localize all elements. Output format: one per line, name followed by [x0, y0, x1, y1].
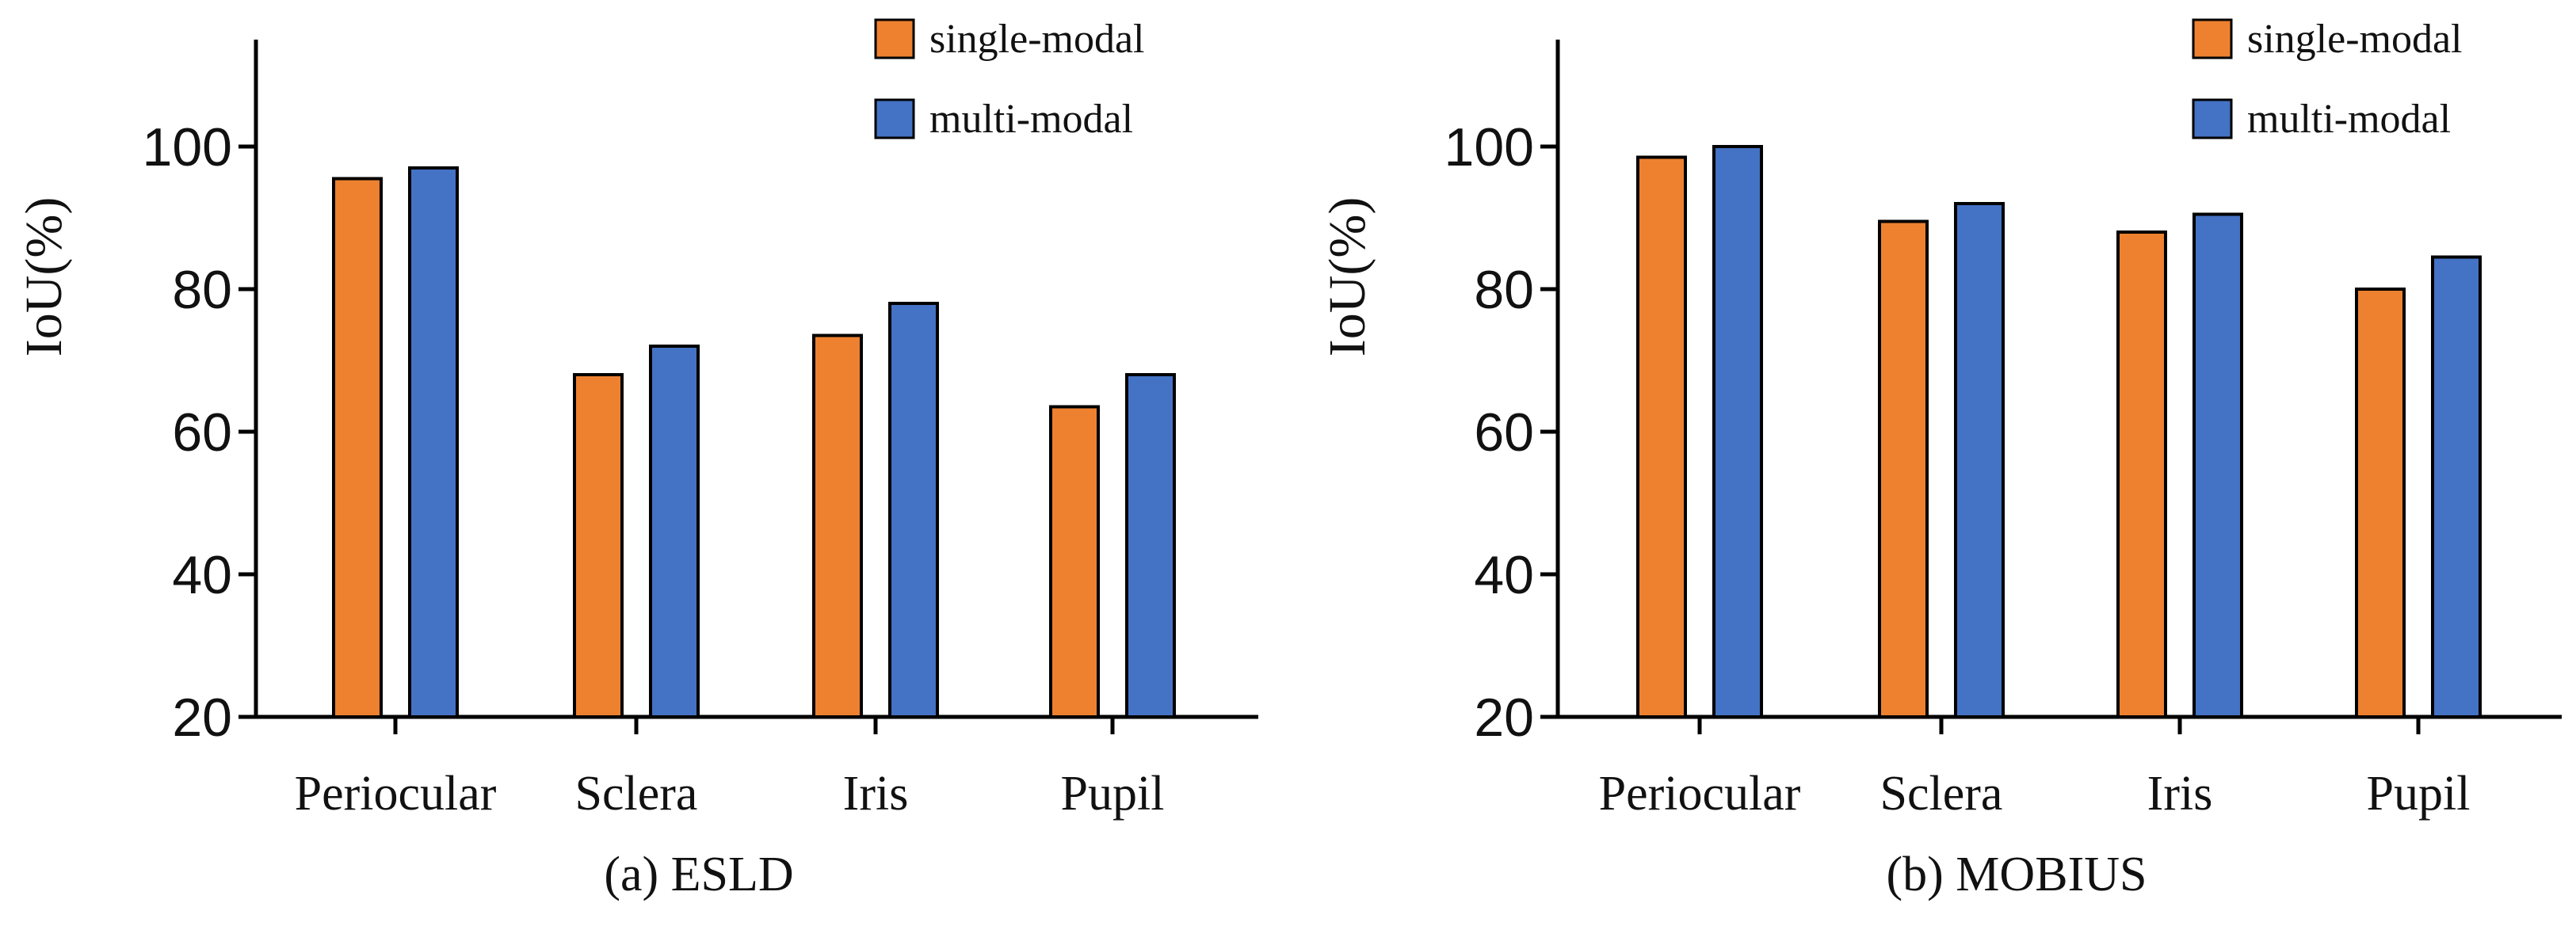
x-category-label: Sclera	[575, 767, 698, 821]
legend-swatch-single-modal	[874, 18, 915, 59]
y-tick-label: 40	[1474, 545, 1534, 605]
bar-single-modal-Sclera	[1878, 219, 1929, 718]
y-tick-label: 20	[1474, 688, 1534, 748]
legend-swatch-multi-modal	[874, 98, 915, 139]
bar-multi-modal-Periocular	[1712, 145, 1763, 718]
bar-multi-modal-Iris	[2192, 212, 2243, 718]
legend-label: single-modal	[2247, 17, 2463, 62]
chart-panel-1: 20 40 60 80 100 Periocular Sclera Iris Pupil IoU(…	[1319, 17, 2562, 901]
y-tick-label: 80	[1474, 260, 1534, 320]
bar-single-modal-Pupil	[2355, 288, 2406, 718]
bar-single-modal-Iris	[812, 333, 863, 718]
y-axis-label: IoU(%)	[15, 197, 73, 357]
legend-label: multi-modal	[2247, 97, 2451, 142]
x-category-label: Sclera	[1880, 767, 2003, 821]
bar-single-modal-Periocular	[332, 177, 383, 718]
bar-single-modal-Sclera	[573, 373, 624, 718]
y-tick-label: 100	[143, 117, 232, 177]
x-category-label: Periocular	[295, 767, 497, 821]
y-tick-label: 20	[172, 688, 232, 748]
y-tick-label: 40	[172, 545, 232, 605]
x-category-label: Pupil	[2367, 767, 2471, 821]
y-tick-label: 80	[172, 260, 232, 320]
panel-caption: (b) MOBIUS	[1887, 848, 2147, 901]
legend-swatch-single-modal	[2192, 18, 2233, 59]
y-tick-label: 100	[1444, 117, 1534, 177]
chart-panel-0: 20 40 60 80 100 Periocular Sclera Iris Pupil IoU(…	[15, 17, 1258, 901]
y-axis-label: IoU(%)	[1319, 197, 1376, 357]
bar-multi-modal-Pupil	[1125, 373, 1176, 718]
bar-single-modal-Iris	[2116, 231, 2167, 718]
bar-multi-modal-Sclera	[1954, 202, 2005, 718]
bar-multi-modal-Periocular	[408, 166, 459, 718]
legend-swatch-multi-modal	[2192, 98, 2233, 139]
x-category-label: Iris	[843, 767, 909, 821]
bar-multi-modal-Sclera	[649, 345, 700, 718]
legend-label: single-modal	[929, 17, 1145, 62]
legend-label: multi-modal	[929, 97, 1133, 142]
bar-single-modal-Pupil	[1049, 405, 1100, 718]
x-category-label: Periocular	[1599, 767, 1801, 821]
y-tick-label: 60	[1474, 402, 1534, 463]
bar-multi-modal-Iris	[888, 302, 939, 718]
x-category-label: Iris	[2147, 767, 2213, 821]
bar-multi-modal-Pupil	[2431, 255, 2482, 718]
y-tick-label: 60	[172, 402, 232, 463]
bar-single-modal-Periocular	[1636, 155, 1687, 718]
x-category-label: Pupil	[1061, 767, 1165, 821]
panel-caption: (a) ESLD	[604, 848, 793, 901]
